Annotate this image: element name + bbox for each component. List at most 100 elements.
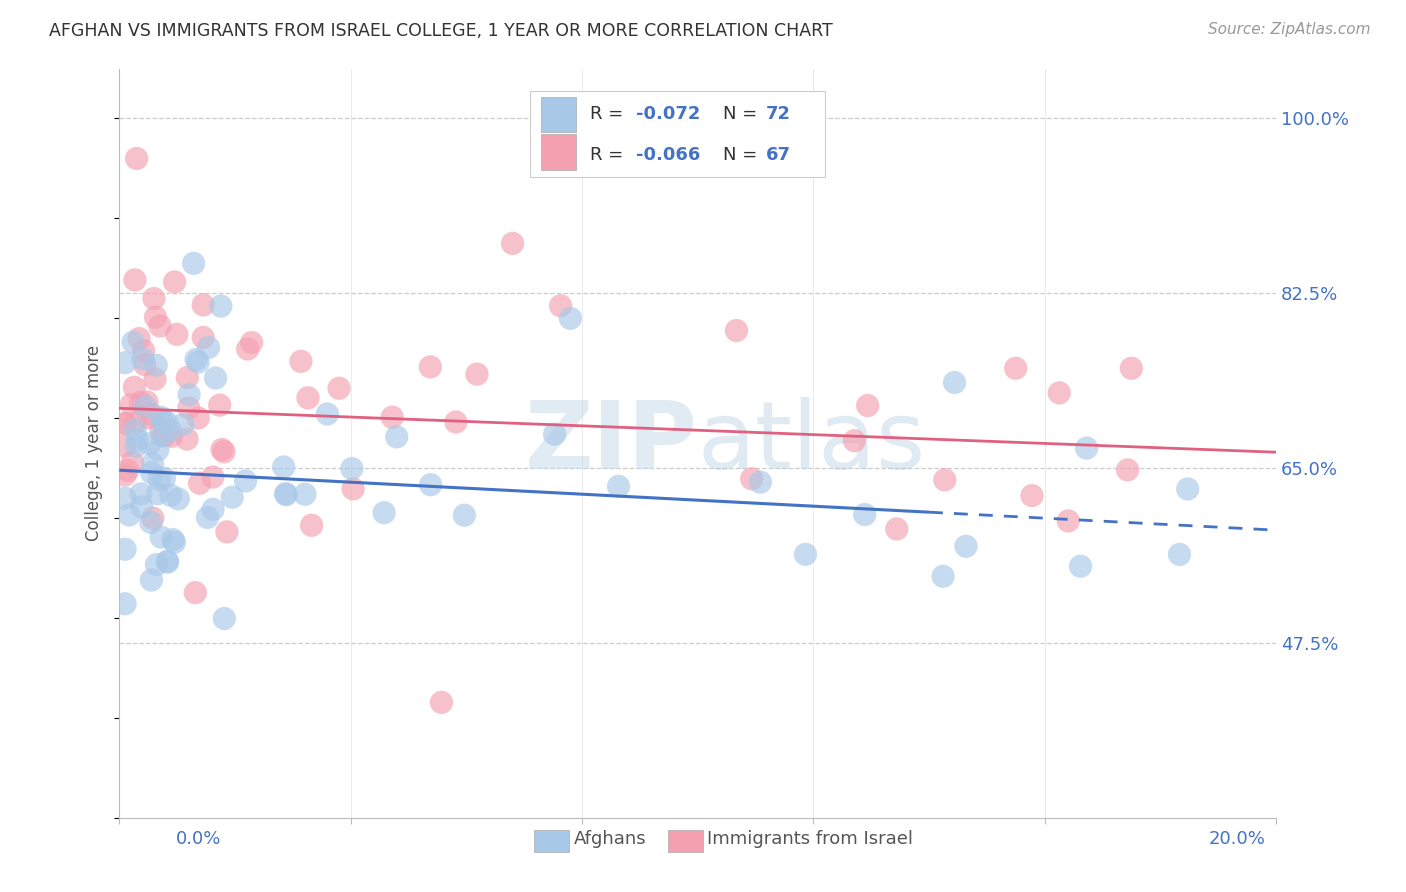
Point (1177, 482, 1199, 496)
Point (146, 442, 169, 457)
Point (934, 473, 956, 487)
Point (118, 508, 141, 522)
Text: N =: N = (723, 105, 763, 123)
Point (124, 423, 146, 437)
Point (163, 275, 186, 289)
Point (163, 535, 186, 549)
Point (430, 695, 453, 709)
FancyBboxPatch shape (541, 97, 576, 132)
Point (145, 558, 167, 572)
FancyBboxPatch shape (530, 91, 825, 178)
Point (125, 152, 148, 166)
Point (1057, 514, 1080, 528)
Point (235, 474, 257, 488)
Text: -0.072: -0.072 (637, 105, 700, 123)
Point (136, 410, 159, 425)
Point (316, 407, 339, 421)
Text: 20.0%: 20.0% (1209, 830, 1265, 847)
Point (166, 327, 188, 342)
Point (128, 332, 150, 346)
Point (274, 486, 297, 500)
Text: R =: R = (591, 105, 628, 123)
Point (167, 491, 190, 506)
Point (124, 416, 146, 430)
Point (114, 542, 136, 557)
Point (143, 372, 166, 386)
Point (114, 439, 136, 453)
Point (301, 518, 323, 533)
Point (120, 397, 142, 411)
Point (135, 395, 157, 409)
Point (187, 355, 209, 369)
Point (114, 356, 136, 370)
Point (139, 516, 162, 530)
Point (453, 508, 475, 523)
Point (153, 429, 176, 443)
Point (294, 487, 316, 501)
Point (159, 488, 181, 502)
Point (419, 477, 441, 491)
Point (114, 491, 136, 505)
Point (932, 569, 955, 583)
Text: R =: R = (591, 145, 628, 164)
Point (141, 408, 163, 422)
Point (145, 358, 167, 372)
Point (385, 430, 408, 444)
Point (381, 410, 404, 425)
Point (184, 585, 207, 599)
Point (125, 439, 148, 453)
Point (162, 533, 184, 547)
Point (290, 354, 312, 368)
Point (560, 311, 582, 326)
Point (176, 432, 198, 446)
Point (183, 256, 205, 270)
Point (146, 487, 169, 501)
Point (160, 429, 183, 443)
Point (138, 436, 160, 450)
Point (844, 434, 866, 448)
Point (188, 476, 211, 491)
Text: Afghans: Afghans (574, 830, 647, 848)
Point (150, 410, 173, 425)
Point (127, 433, 149, 447)
Point (142, 511, 165, 525)
Text: Source: ZipAtlas.com: Source: ZipAtlas.com (1208, 22, 1371, 37)
Point (148, 473, 170, 487)
Point (1076, 441, 1098, 455)
Point (342, 482, 364, 496)
Point (121, 455, 143, 469)
Point (124, 273, 146, 287)
Point (141, 466, 163, 480)
Point (131, 500, 153, 514)
Point (114, 417, 136, 431)
Point (214, 611, 236, 625)
Text: -0.066: -0.066 (637, 145, 700, 164)
Point (1168, 548, 1191, 562)
Text: 0.0%: 0.0% (176, 830, 221, 847)
Point (221, 490, 243, 504)
Point (187, 411, 209, 425)
Text: Immigrants from Israel: Immigrants from Israel (707, 830, 914, 848)
Point (1116, 463, 1139, 477)
Point (955, 539, 977, 553)
Point (853, 508, 876, 522)
Text: ZIP: ZIP (524, 397, 697, 489)
Point (1004, 361, 1026, 376)
Point (607, 479, 630, 493)
Point (114, 468, 136, 483)
Point (794, 547, 817, 561)
Point (1070, 559, 1092, 574)
Text: 72: 72 (766, 105, 790, 123)
Point (211, 442, 233, 457)
Point (149, 318, 172, 333)
Point (193, 298, 215, 312)
Point (741, 472, 763, 486)
Point (856, 399, 879, 413)
Point (177, 401, 200, 415)
Point (209, 299, 232, 313)
Text: 67: 67 (766, 145, 790, 164)
Point (550, 299, 572, 313)
Point (132, 351, 155, 366)
Point (184, 352, 207, 367)
Point (1047, 385, 1070, 400)
